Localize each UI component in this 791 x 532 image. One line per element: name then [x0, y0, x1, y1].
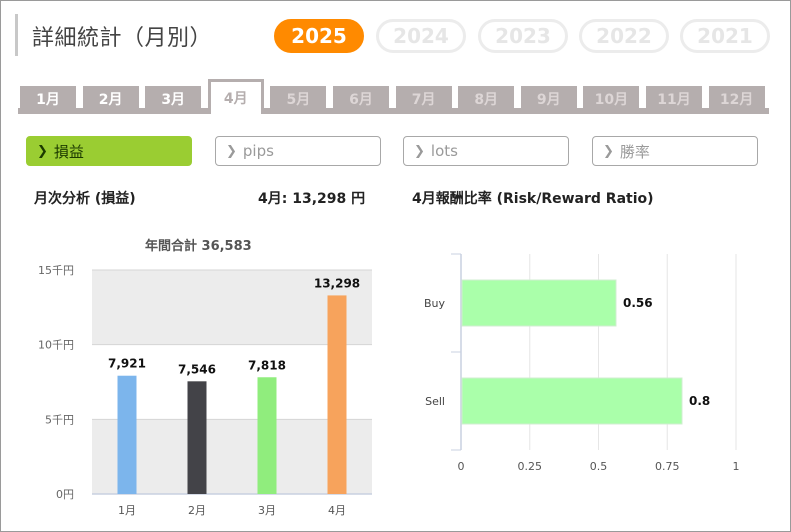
- page-title: 詳細統計（月別）: [32, 26, 213, 51]
- metric-label: 損益: [53, 142, 84, 161]
- data-label: 7,921: [108, 357, 146, 371]
- x-tick-label: 4月: [328, 504, 346, 517]
- data-label: 0.56: [623, 296, 653, 310]
- year-2023-button[interactable]: 2023: [478, 19, 568, 53]
- bar-4月: [327, 295, 347, 494]
- x-tick-label: 1月: [118, 504, 136, 517]
- chevron-right-icon: ❯: [603, 143, 614, 159]
- tab-month-12[interactable]: 12月: [708, 86, 765, 112]
- metric-profit-button[interactable]: ❯ 損益: [26, 136, 192, 166]
- metric-pips-button[interactable]: ❯ pips: [215, 136, 381, 166]
- metric-lots-button[interactable]: ❯ lots: [403, 136, 569, 166]
- year-2021-button[interactable]: 2021: [680, 19, 770, 53]
- tab-month-2[interactable]: 2月: [82, 86, 139, 112]
- data-label: 7,818: [248, 358, 286, 372]
- y-tick-label: 15千円: [38, 264, 74, 277]
- y-tick-label: 10千円: [38, 339, 74, 352]
- chevron-right-icon: ❯: [226, 143, 237, 159]
- y-tick-label: Sell: [425, 395, 445, 408]
- bar-2月: [187, 381, 207, 494]
- tab-month-4[interactable]: 4月: [207, 79, 264, 114]
- year-2024-button[interactable]: 2024: [376, 19, 466, 53]
- y-tick-label: 5千円: [45, 413, 74, 426]
- annual-total: 年間合計 36,583: [145, 239, 252, 254]
- data-label: 7,546: [178, 362, 216, 376]
- bar-3月: [257, 377, 277, 494]
- bar-1月: [117, 375, 137, 494]
- x-tick-label: 0: [458, 460, 465, 473]
- data-label: 13,298: [314, 276, 360, 290]
- tab-month-6[interactable]: 6月: [333, 86, 389, 112]
- x-tick-label: 0.5: [590, 460, 608, 473]
- bar-buy: [461, 279, 617, 327]
- monthly-analysis-heading: 月次分析 (損益): [34, 191, 136, 207]
- tab-month-11[interactable]: 11月: [646, 86, 702, 112]
- tab-month-10[interactable]: 10月: [583, 86, 640, 112]
- y-tick-label: 0円: [56, 488, 74, 501]
- x-tick-label: 1: [733, 460, 740, 473]
- tab-month-1[interactable]: 1月: [20, 86, 76, 112]
- chevron-right-icon: ❯: [37, 143, 48, 159]
- metric-label: 勝率: [619, 142, 650, 161]
- grid-band: [92, 270, 372, 345]
- data-label: 0.8: [689, 394, 710, 408]
- tab-month-7[interactable]: 7月: [395, 86, 452, 112]
- grid-band: [92, 419, 372, 494]
- bar-sell: [461, 377, 683, 425]
- x-tick-label: 3月: [258, 504, 276, 517]
- x-tick-label: 0.25: [518, 460, 543, 473]
- grid-band: [92, 344, 372, 420]
- risk-reward-chart: 0 0.25 0.5 0.75 1 0.56 Buy 0.8 Sell: [424, 253, 740, 473]
- monthly-pnl-chart: 0円 5千円 10千円 15千円 7,921 1月 7,546 2月 7,818 3月 13,298…: [38, 264, 372, 517]
- x-tick-label: 0.75: [655, 460, 680, 473]
- year-2022-button[interactable]: 2022: [579, 19, 669, 53]
- y-tick-label: Buy: [424, 297, 446, 310]
- selected-month-value: 4月: 13,298 円: [258, 191, 366, 207]
- year-2025-button[interactable]: 2025: [274, 19, 364, 53]
- x-tick-label: 2月: [188, 504, 206, 517]
- page-title-bar: 詳細統計（月別）: [15, 14, 235, 56]
- metric-label: lots: [430, 142, 458, 160]
- metric-win-rate-button[interactable]: ❯ 勝率: [592, 136, 758, 166]
- tab-month-9[interactable]: 9月: [520, 86, 577, 112]
- tab-month-8[interactable]: 8月: [458, 86, 515, 112]
- tab-month-5[interactable]: 5月: [270, 86, 327, 112]
- chevron-right-icon: ❯: [414, 143, 425, 159]
- metric-label: pips: [242, 142, 274, 160]
- tab-month-3[interactable]: 3月: [145, 86, 202, 112]
- ratio-heading: 4月報酬比率 (Risk/Reward Ratio): [412, 191, 654, 207]
- month-tab-strip: [18, 108, 769, 114]
